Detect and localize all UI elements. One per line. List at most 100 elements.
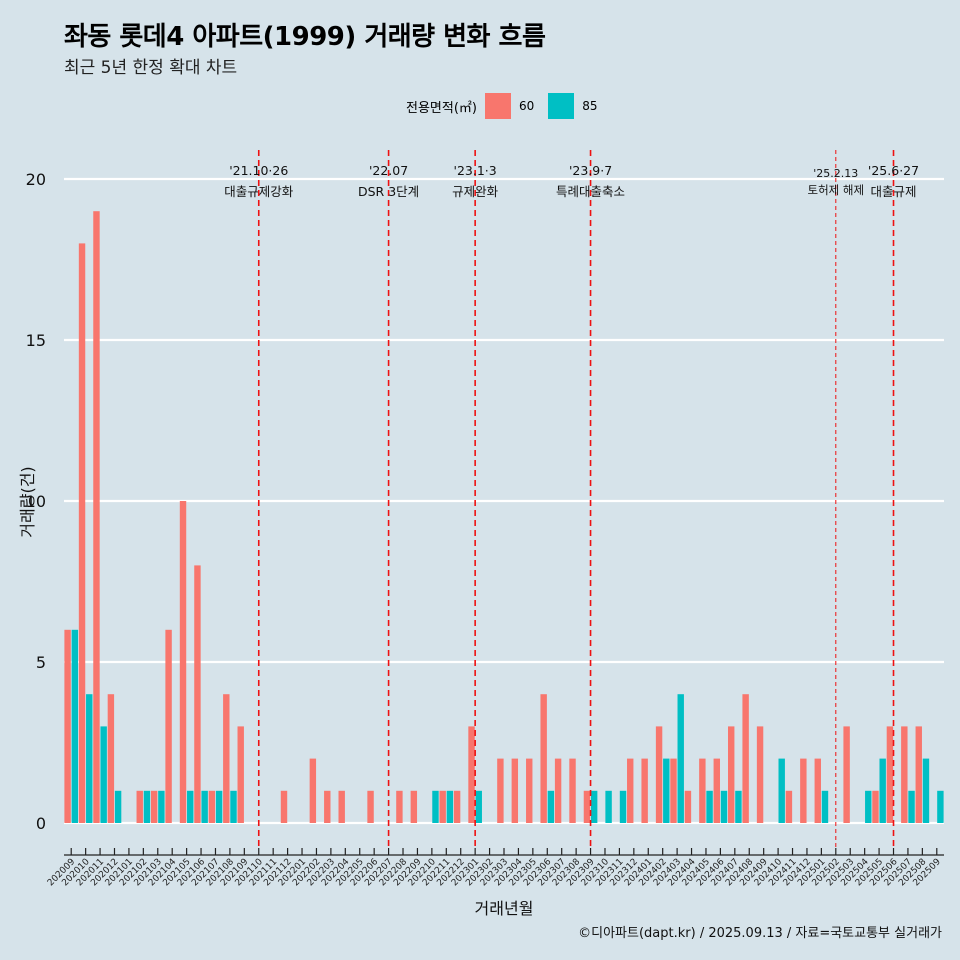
bar-60-202204: [338, 790, 345, 823]
bar-60-202307: [554, 758, 562, 823]
bar-85-202507: [908, 790, 915, 823]
y-axis-title: 거래량(건): [18, 466, 37, 537]
event-label: 토허제 해제: [808, 183, 865, 197]
bar-85-202009: [71, 629, 79, 823]
bar-85-202301: [475, 790, 482, 823]
bar-60-202102: [136, 790, 143, 823]
event-label: 대출규제강화: [224, 184, 294, 199]
bar-85-202407: [735, 790, 742, 823]
event-label: DSR 3단계: [358, 184, 419, 199]
bar-60-202308: [569, 758, 576, 823]
bar-60-202309: [583, 790, 591, 823]
bar-60-202010: [78, 243, 86, 823]
bar-85-202402: [663, 758, 670, 823]
bar-60-202208: [396, 790, 403, 823]
bar-85-202306: [547, 790, 555, 823]
bar-60-202104: [165, 629, 172, 823]
bar-60-202109: [237, 726, 244, 823]
bar-60-202012: [107, 694, 115, 823]
bar-85-202405: [706, 790, 713, 823]
bar-85-202509: [937, 790, 944, 823]
bar-85-202106: [201, 790, 208, 823]
bar-60-202403: [670, 758, 677, 823]
bar-85-202102: [143, 790, 151, 823]
event-label: 대출규제: [871, 184, 917, 199]
caption: ©디아파트(dapt.kr) / 2025.09.13 / 자료=국토교통부 실…: [578, 926, 942, 941]
legend-title: 전용면적(㎡): [406, 100, 477, 116]
bar-60-202505: [872, 790, 879, 823]
bar-60-202211: [439, 790, 446, 823]
chart-title: 좌동 롯데4 아파트(1999) 거래량 변화 흐름: [64, 22, 546, 52]
legend-key-60: [484, 93, 511, 119]
x-axis-title: 거래년월: [475, 899, 534, 918]
bar-60-202009: [64, 629, 71, 823]
bar-60-202112: [280, 790, 288, 823]
bar-60-202206: [367, 790, 374, 823]
bar-60-202103: [150, 790, 158, 823]
bar-85-202311: [619, 790, 627, 823]
bar-60-202402: [655, 726, 663, 823]
event-date: '21.10·26: [229, 163, 288, 178]
bar-60-202312: [627, 758, 634, 823]
bar-85-202012: [114, 790, 122, 823]
bar-60-202011: [93, 211, 100, 823]
bar-60-202501: [814, 758, 821, 823]
bar-85-202310: [605, 790, 612, 823]
legend-key-85: [548, 93, 575, 119]
bar-85-202309: [590, 790, 598, 823]
bar-85-202410: [778, 758, 785, 823]
bar-85-202011: [100, 726, 107, 823]
bar-60-202506: [886, 726, 894, 823]
event-date: '22.07: [369, 163, 408, 178]
event-label: 특례대출축소: [556, 184, 625, 199]
bar-60-202508: [915, 726, 922, 823]
bar-85-202105: [187, 790, 194, 823]
legend-label-60: 60: [518, 99, 535, 113]
bar-60-202412: [800, 758, 807, 823]
bar-60-202507: [901, 726, 908, 823]
bar-85-202406: [720, 790, 728, 823]
y-tick-label: 20: [26, 170, 46, 189]
bar-60-202409: [756, 726, 764, 823]
bar-85-202010: [86, 694, 93, 823]
bar-60-202202: [309, 758, 317, 823]
bar-60-202106: [194, 565, 201, 823]
y-tick-label: 15: [26, 331, 46, 350]
y-tick-label: 5: [36, 653, 46, 672]
bar-60-202303: [497, 758, 504, 823]
bar-85-202108: [230, 790, 237, 823]
bar-85-202504: [865, 790, 872, 823]
bar-60-202411: [785, 790, 793, 823]
bar-85-202501: [821, 790, 829, 823]
chart-subtitle: 최근 5년 한정 확대 차트: [64, 58, 238, 78]
bar-60-202108: [223, 694, 230, 823]
bar-60-202408: [742, 694, 749, 823]
bar-85-202505: [879, 758, 886, 823]
bar-60-202203: [324, 790, 331, 823]
legend: 전용면적(㎡) 60 85: [406, 93, 612, 119]
bar-85-202210: [432, 790, 439, 823]
legend-label-85: 85: [582, 99, 598, 113]
bar-60-202105: [179, 501, 187, 823]
bar-85-202508: [922, 758, 930, 823]
event-date: '23.9·7: [569, 163, 612, 178]
bar-60-202305: [526, 758, 533, 823]
bar-60-202209: [410, 790, 418, 823]
bar-85-202107: [215, 790, 223, 823]
event-label: 규제완화: [452, 184, 499, 199]
event-date: '23.1·3: [454, 163, 497, 178]
bar-60-202306: [540, 694, 547, 823]
bar-60-202304: [511, 758, 519, 823]
bar-60-202407: [728, 726, 735, 823]
bar-60-202404: [684, 790, 692, 823]
event-date: '25.2.13: [813, 167, 858, 180]
bar-60-202406: [713, 758, 720, 823]
bar-85-202211: [446, 790, 454, 823]
bar-60-202107: [208, 790, 216, 823]
event-date: '25.6·27: [868, 163, 919, 178]
bar-60-202301: [468, 726, 475, 823]
y-tick-label: 10: [26, 492, 46, 511]
bar-60-202401: [641, 758, 648, 823]
y-tick-label: 0: [36, 814, 46, 833]
